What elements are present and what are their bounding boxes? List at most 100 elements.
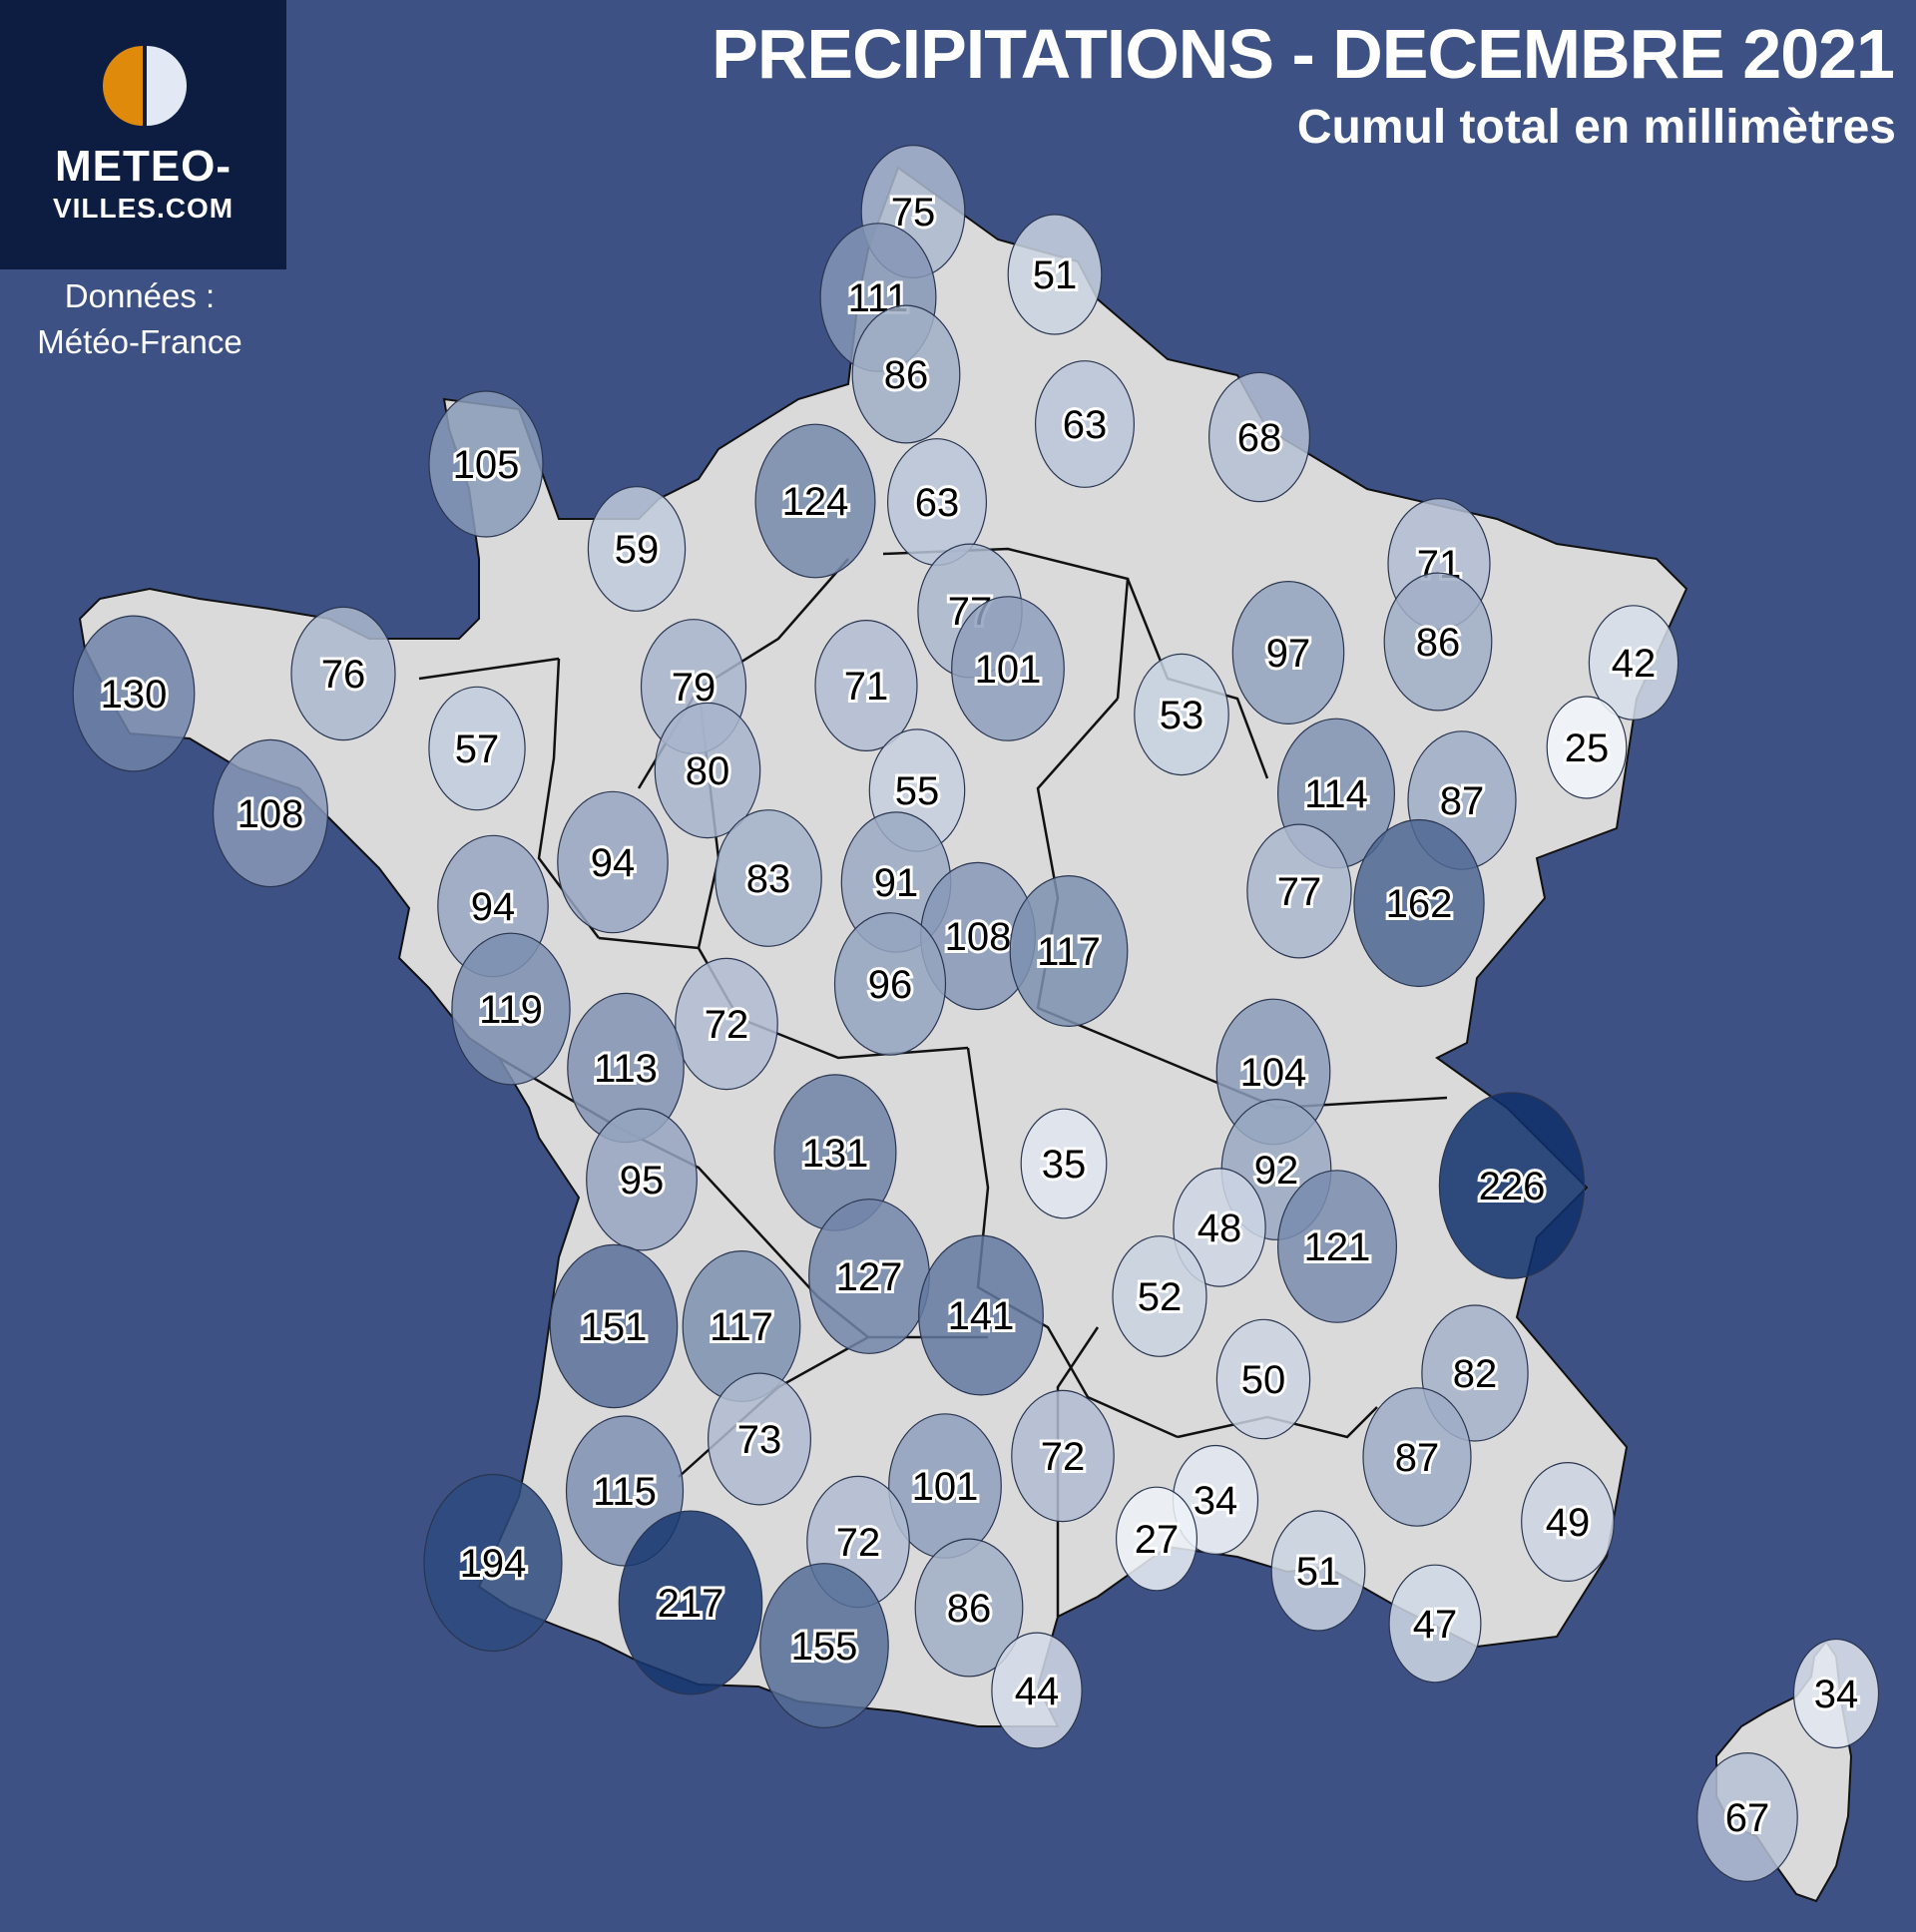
precip-value-label: 34	[1194, 1479, 1238, 1523]
precip-value-label: 226	[1479, 1165, 1546, 1208]
precip-marker: 59	[587, 486, 687, 612]
precip-bubble	[213, 738, 329, 888]
precip-marker: 72	[1011, 1389, 1115, 1523]
precip-value-label: 108	[238, 792, 304, 836]
precip-value-label: 72	[1041, 1435, 1086, 1479]
precip-marker: 67	[1696, 1751, 1798, 1882]
precip-marker: 77	[1246, 823, 1352, 959]
precip-bubble	[1231, 580, 1345, 724]
page-title: PRECIPITATIONS - DECEMBRE 2021	[712, 15, 1895, 93]
precip-marker: 86	[914, 1538, 1024, 1678]
precip-marker: 87	[1362, 1387, 1472, 1527]
precip-bubble	[1353, 818, 1485, 988]
precip-marker: 63	[886, 438, 987, 566]
precip-marker: 121	[1276, 1170, 1397, 1323]
source-name: Météo-France	[37, 323, 242, 360]
precip-value-label: 42	[1612, 642, 1657, 686]
precip-value-label: 63	[1063, 403, 1108, 447]
precip-bubble	[557, 790, 669, 934]
precip-value-label: 76	[321, 653, 366, 697]
precip-value-label: 79	[672, 666, 717, 710]
precip-marker: 51	[1007, 214, 1103, 335]
precip-value-label: 72	[836, 1521, 881, 1565]
precip-value-label: 97	[1266, 632, 1311, 676]
sun-half-icon	[103, 46, 187, 126]
precip-marker: 47	[1388, 1564, 1482, 1684]
precip-marker: 95	[586, 1108, 698, 1251]
precip-marker: 194	[423, 1473, 563, 1653]
precip-marker: 76	[290, 606, 396, 741]
precip-marker: 101	[888, 1413, 1002, 1559]
precip-bubble	[851, 304, 961, 444]
precip-value-label: 25	[1565, 726, 1610, 770]
precip-value-label: 67	[1725, 1796, 1770, 1840]
precip-marker: 86	[851, 304, 961, 444]
precip-value-label: 94	[471, 885, 516, 929]
precip-marker: 57	[428, 686, 526, 811]
precip-bubble	[814, 619, 918, 751]
precip-marker: 108	[213, 738, 329, 888]
precip-bubble	[1007, 214, 1103, 335]
precip-value-label: 47	[1413, 1603, 1458, 1647]
precip-bubble	[1215, 1318, 1311, 1440]
precip-value-label: 95	[620, 1159, 665, 1203]
precip-bubble	[991, 1632, 1083, 1749]
precip-marker: 97	[1231, 580, 1345, 724]
precip-bubble	[754, 423, 876, 579]
precip-value-label: 75	[891, 191, 936, 235]
precip-value-label: 73	[737, 1418, 782, 1462]
precip-marker: 80	[654, 702, 761, 839]
precip-marker: 113	[567, 992, 685, 1144]
precip-marker: 105	[428, 390, 544, 538]
precip-value-label: 108	[945, 915, 1012, 959]
logo-line-1: METEO-	[54, 142, 233, 191]
precip-value-label: 124	[782, 480, 849, 524]
precip-bubble	[451, 932, 571, 1086]
logo-line-2: VILLES.COM	[52, 193, 235, 224]
precip-marker: 72	[675, 957, 778, 1091]
precip-bubble	[1020, 1108, 1108, 1219]
precip-value-label: 59	[615, 528, 660, 572]
precip-bubble	[707, 1372, 811, 1506]
precip-marker: 34	[1792, 1638, 1880, 1749]
precip-value-label: 155	[791, 1625, 858, 1669]
precip-value-label: 53	[1160, 694, 1204, 737]
precip-bubble	[759, 1563, 889, 1728]
precip-bubble	[654, 702, 761, 839]
precip-marker: 73	[707, 1372, 811, 1506]
precip-value-label: 77	[1277, 870, 1322, 914]
precip-marker: 94	[557, 790, 669, 934]
precip-marker: 162	[1353, 818, 1485, 988]
precip-marker: 117	[682, 1249, 801, 1402]
precip-bubble	[72, 615, 196, 772]
precip-value-label: 34	[1814, 1673, 1859, 1716]
precip-value-label: 131	[802, 1132, 869, 1176]
precip-value-label: 82	[1453, 1352, 1498, 1396]
precip-marker: 68	[1207, 371, 1310, 503]
precip-bubble	[587, 486, 687, 612]
precip-marker: 25	[1546, 696, 1628, 799]
precip-value-label: 101	[975, 648, 1042, 692]
precip-value-label: 87	[1440, 779, 1485, 823]
precip-value-label: 105	[453, 443, 520, 487]
precip-marker: 217	[618, 1510, 763, 1695]
precip-value-label: 101	[912, 1465, 979, 1509]
precip-value-label: 86	[1416, 621, 1461, 665]
precip-bubble	[1792, 1638, 1880, 1749]
precip-marker: 141	[918, 1234, 1044, 1396]
precip-bubble	[1173, 1168, 1266, 1287]
precip-value-label: 83	[746, 857, 791, 901]
precip-value-label: 162	[1386, 882, 1453, 926]
precip-marker: 226	[1438, 1092, 1586, 1279]
logo-box: METEO- VILLES.COM	[0, 0, 286, 269]
precip-value-label: 68	[1237, 416, 1282, 460]
precip-marker: 49	[1521, 1461, 1615, 1582]
precip-value-label: 55	[895, 769, 940, 813]
precip-value-label: 92	[1254, 1149, 1299, 1193]
precip-bubble	[1034, 360, 1135, 488]
precip-value-label: 114	[1304, 772, 1368, 816]
precip-value-label: 113	[594, 1047, 658, 1091]
precip-bubble	[1588, 605, 1679, 721]
precip-value-label: 44	[1015, 1670, 1060, 1713]
